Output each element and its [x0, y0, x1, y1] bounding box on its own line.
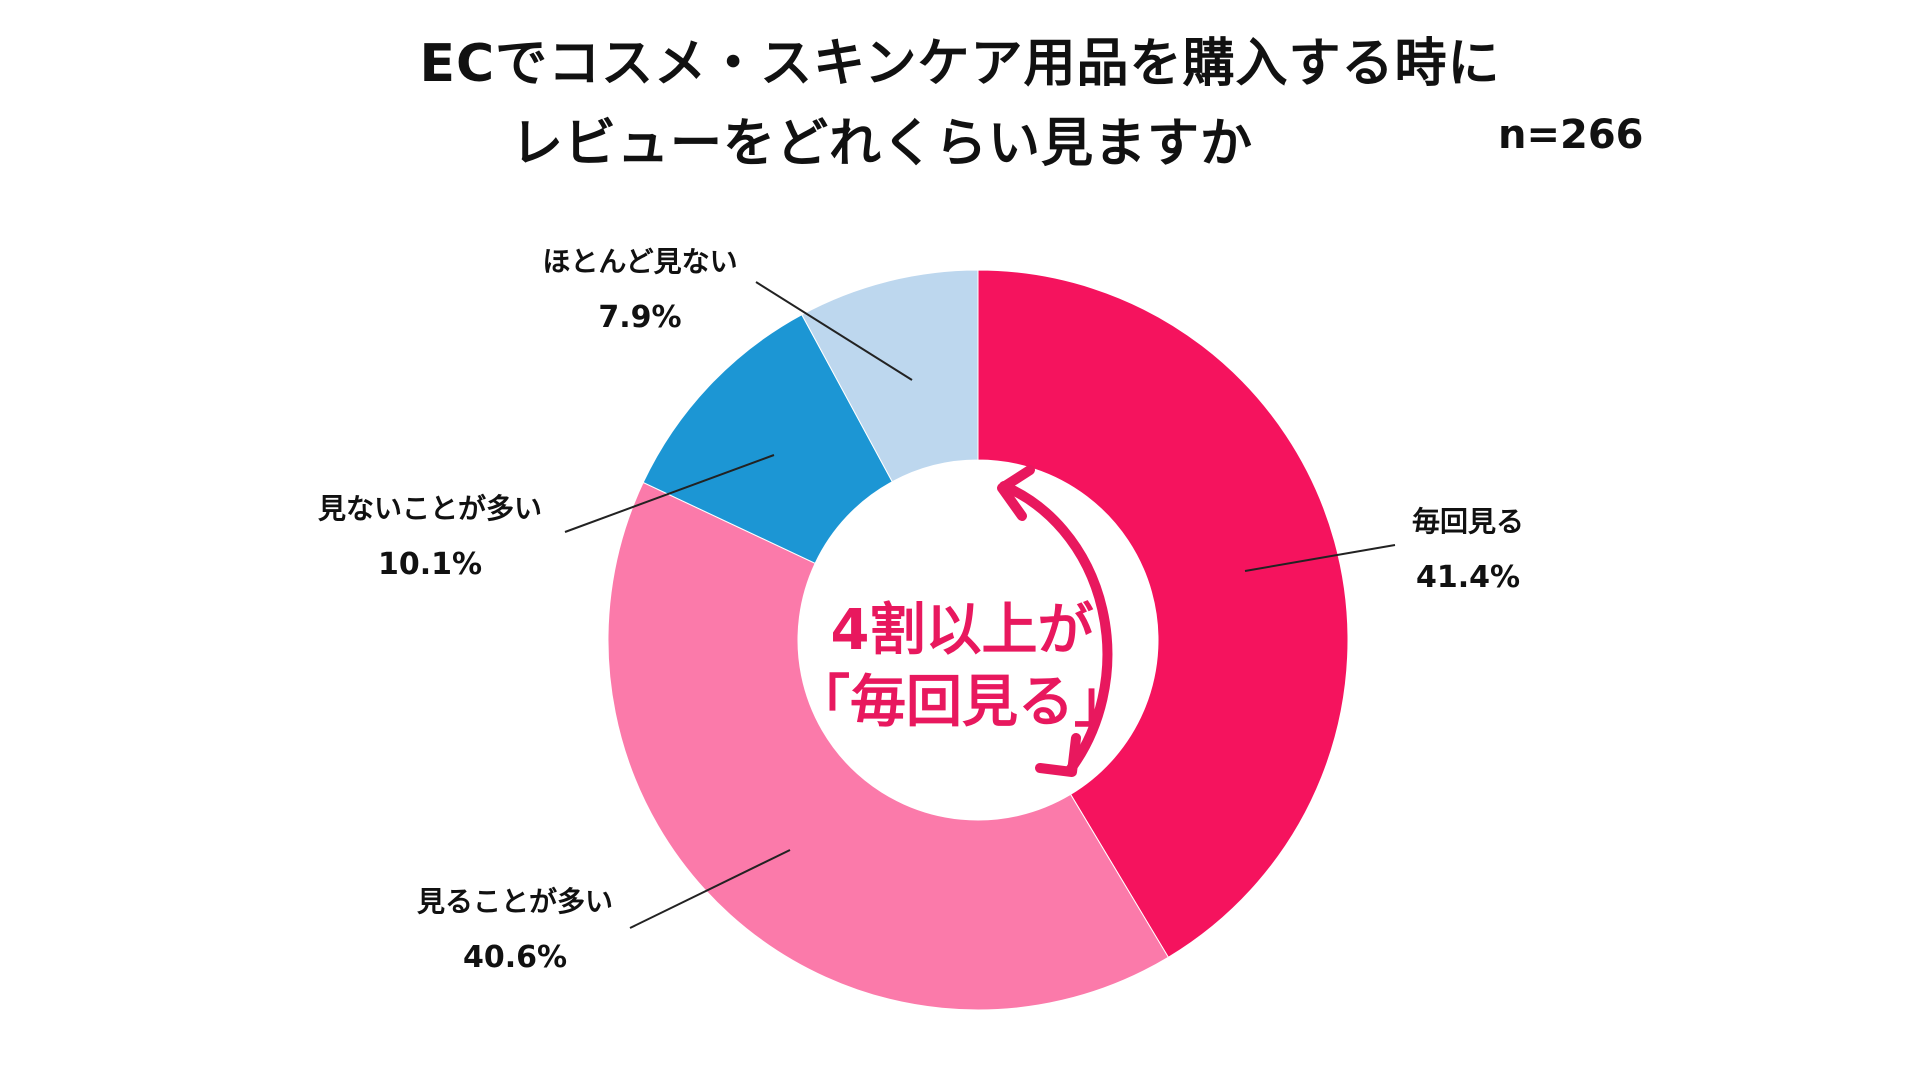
callout-line-1: 4割以上が	[830, 598, 1094, 663]
slice-label-2: 見ることが多い	[416, 885, 614, 918]
chart-title-line-2: レビューをどれくらい見ますか	[510, 114, 1253, 174]
sample-size-label: n=266	[1498, 112, 1644, 158]
donut-slices	[607, 269, 1349, 1011]
leader-line-4	[755, 281, 913, 381]
donut-slice-1	[977, 269, 1349, 958]
leader-line-3	[564, 454, 775, 533]
chart-title-line-1: ECでコスメ・スキンケア用品を購入する時に	[419, 34, 1501, 94]
slice-label-3: 見ないことが多い	[317, 492, 543, 525]
slice-value-4: 7.9%	[598, 300, 682, 335]
leader-line-1	[1244, 544, 1396, 572]
slice-value-3: 10.1%	[377, 547, 483, 582]
callout-arrow	[997, 465, 1113, 777]
slice-label-1: 毎回見る	[1411, 505, 1525, 538]
callout-arrowhead-bottom	[1035, 733, 1081, 777]
leader-line-2	[629, 849, 791, 929]
donut-slice-2	[607, 481, 1170, 1011]
slice-label-4: ほとんど見ない	[542, 245, 738, 278]
leader-lines	[564, 281, 1396, 929]
donut-slice-4	[801, 269, 979, 483]
callout-line-2: 「毎回見る」	[794, 670, 1130, 735]
slice-value-2: 40.6%	[462, 940, 568, 975]
callout-arrow-arc	[999, 481, 1113, 775]
callout-arrowhead-top	[997, 465, 1035, 521]
slice-value-1: 41.4%	[1415, 560, 1521, 595]
